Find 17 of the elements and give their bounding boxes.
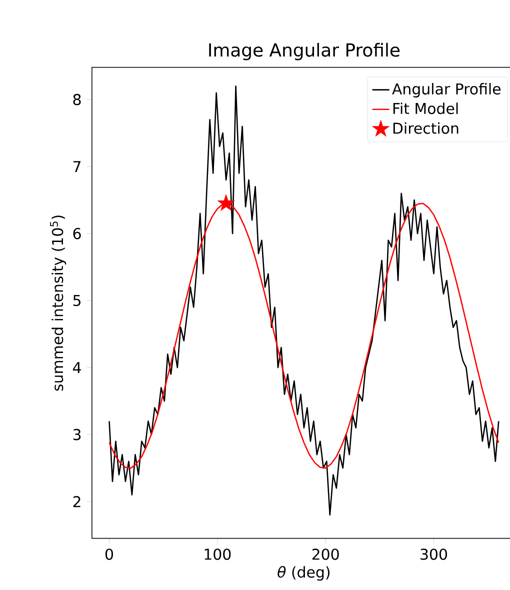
x-tick-label: 0 [105, 548, 114, 560]
legend-label: Fit Model [393, 102, 458, 114]
legend-label: Direction [393, 122, 458, 134]
y-tick-label: 8 [73, 94, 81, 106]
x-tick-label: 200 [312, 548, 339, 560]
y-tick-label: 3 [73, 428, 81, 440]
legend-label: Angular Profile [392, 83, 501, 98]
y-tick-label: 5 [73, 295, 80, 306]
y-tick-label: 6 [73, 228, 81, 240]
chart-title: Image Angular Profile [209, 42, 400, 60]
y-axis-title: summed intensity (10$^{5}$) [50, 216, 66, 391]
x-axis-title: θ (deg) [278, 566, 330, 581]
x-tick-label: 100 [204, 548, 231, 560]
x-tick-label: 300 [420, 548, 447, 560]
y-tick-label: 4 [72, 362, 81, 374]
y-tick-label: 7 [73, 161, 80, 172]
y-tick-label: 2 [73, 496, 80, 508]
